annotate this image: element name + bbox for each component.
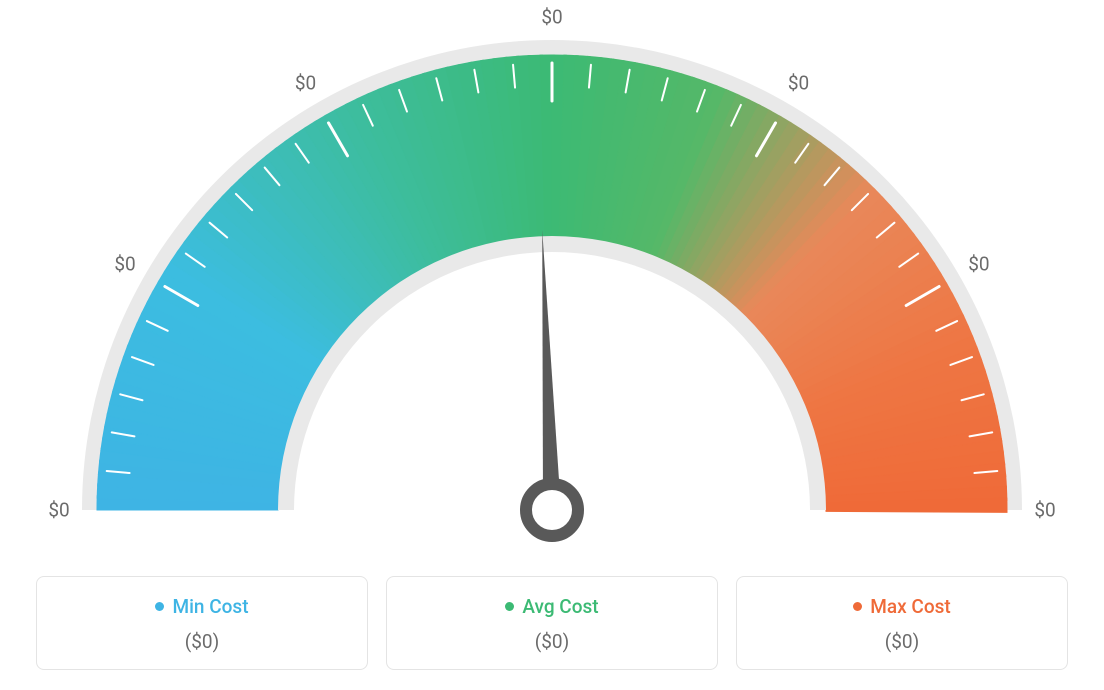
gauge-tick-label: $0	[968, 252, 989, 275]
legend-label-max: Max Cost	[870, 595, 950, 618]
legend-value-max: ($0)	[749, 630, 1055, 653]
gauge-tick-label: $0	[788, 72, 809, 95]
legend-value-avg: ($0)	[399, 630, 705, 653]
legend-card-max: Max Cost ($0)	[736, 576, 1068, 670]
legend-value-min: ($0)	[49, 630, 355, 653]
legend-title-min: Min Cost	[155, 595, 248, 618]
legend-dot-max	[853, 602, 862, 611]
gauge-tick-label: $0	[295, 72, 316, 95]
gauge-tick-label: $0	[48, 499, 69, 522]
gauge-tick-label: $0	[1034, 499, 1055, 522]
legend-title-max: Max Cost	[853, 595, 950, 618]
legend-dot-avg	[505, 602, 514, 611]
legend-label-avg: Avg Cost	[522, 595, 598, 618]
legend-card-min: Min Cost ($0)	[36, 576, 368, 670]
legend-title-avg: Avg Cost	[505, 595, 598, 618]
gauge-tick-label: $0	[541, 6, 562, 29]
legend-label-min: Min Cost	[172, 595, 248, 618]
legend-dot-min	[155, 602, 164, 611]
gauge-container: $0 $0 $0 $0 $0 $0 $0	[0, 0, 1104, 560]
legend-card-avg: Avg Cost ($0)	[386, 576, 718, 670]
legend-row: Min Cost ($0) Avg Cost ($0) Max Cost ($0…	[0, 576, 1104, 670]
gauge-tick-label: $0	[114, 252, 135, 275]
gauge-chart	[0, 0, 1104, 560]
